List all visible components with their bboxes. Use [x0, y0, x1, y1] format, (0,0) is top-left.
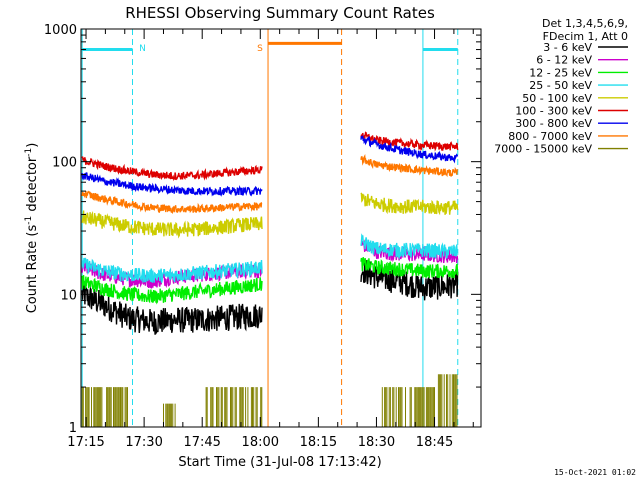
x-tick-label: 17:15	[67, 435, 104, 450]
series-line	[360, 256, 459, 279]
y-label-main: Count Rate (s	[25, 225, 40, 314]
series-line	[360, 260, 459, 301]
y-axis-label: Count Rate (s-1 detector-1)	[24, 143, 40, 314]
legend-entry-label: 800 - 7000 keV	[508, 130, 592, 143]
series-line	[81, 156, 263, 182]
x-axis: 17:15 17:30 17:45 18:00 18:15 18:30 18:45	[67, 29, 474, 450]
series-line	[360, 192, 459, 216]
series-line	[81, 172, 263, 197]
legend-entry-label: 3 - 6 keV	[543, 41, 592, 54]
y-tick-label: 1000	[44, 23, 77, 38]
series-line	[163, 403, 176, 427]
series-line	[81, 190, 263, 215]
x-tick-label: 18:15	[300, 435, 337, 450]
y-tick-label: 100	[52, 156, 77, 171]
legend-entry-label: 100 - 300 keV	[515, 105, 592, 118]
series-line	[81, 387, 128, 427]
annotation-label: N	[139, 44, 146, 54]
series-line	[81, 281, 263, 335]
y-tick-label: 1	[69, 421, 77, 436]
legend-header-2: FDecim 1, Att 0	[543, 30, 628, 43]
series-line	[81, 210, 263, 239]
legend: Det 1,3,4,5,6,9, FDecim 1, Att 0 3 - 6 k…	[494, 17, 628, 156]
series-line	[437, 374, 458, 427]
legend-entry-label: 50 - 100 keV	[522, 92, 592, 105]
series-line	[381, 387, 435, 427]
render-timestamp: 15-Oct-2021 01:02	[554, 468, 636, 477]
series-line	[360, 233, 459, 260]
x-tick-label: 18:00	[242, 435, 279, 450]
y-label-mid: detector	[25, 156, 40, 216]
series-line	[360, 153, 459, 178]
y-label-end: )	[25, 143, 40, 148]
series-line	[81, 257, 263, 284]
y-axis: 1 10 100 1000	[44, 23, 481, 436]
x-tick-label: 18:45	[416, 435, 453, 450]
series-line	[81, 275, 263, 305]
series-line	[360, 134, 459, 164]
series-line	[360, 131, 459, 152]
legend-entry-label: 25 - 50 keV	[529, 79, 592, 92]
legend-entry-label: 6 - 12 keV	[536, 54, 592, 67]
y-tick-label: 10	[60, 288, 77, 303]
legend-entry-label: 12 - 25 keV	[529, 66, 592, 79]
series-lines	[81, 131, 459, 427]
legend-header-1: Det 1,3,4,5,6,9,	[542, 17, 628, 30]
legend-entry-label: 300 - 800 keV	[515, 117, 592, 130]
y-label-sup-1: -1	[24, 216, 34, 225]
x-axis-label: Start Time (31-Jul-08 17:13:42)	[178, 455, 381, 470]
annotation-label: S	[257, 44, 263, 54]
x-tick-label: 18:30	[358, 435, 395, 450]
plot-frame	[80, 28, 482, 428]
x-tick-label: 17:30	[125, 435, 162, 450]
chart-title: RHESSI Observing Summary Count Rates	[125, 4, 435, 22]
legend-entry-label: 7000 - 15000 keV	[494, 143, 592, 156]
series-line	[205, 387, 263, 427]
x-tick-label: 17:45	[183, 435, 220, 450]
y-label-sup-2: -1	[24, 148, 34, 157]
